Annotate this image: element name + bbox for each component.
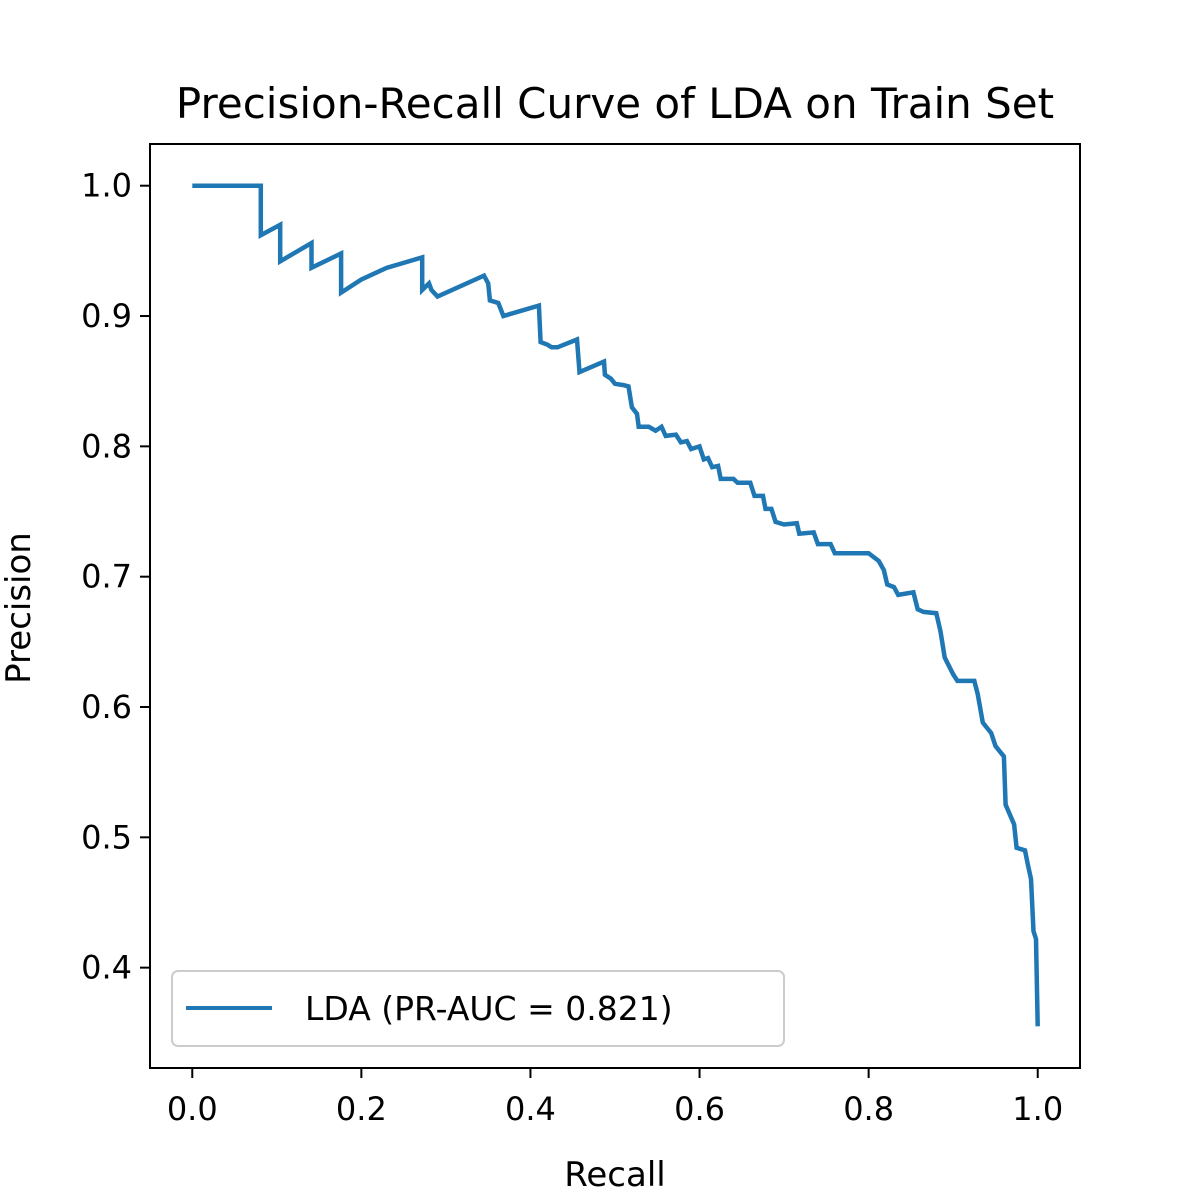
- y-tick-label: 0.5: [81, 818, 132, 856]
- y-tick-label: 0.6: [81, 688, 132, 726]
- plot-frame: [149, 143, 1081, 1069]
- y-tick-label: 1.0: [81, 167, 132, 205]
- x-tick-label: 0.8: [843, 1090, 894, 1128]
- chart-title: Precision-Recall Curve of LDA on Train S…: [176, 79, 1054, 128]
- x-tick-label: 0.0: [167, 1090, 218, 1128]
- y-tick-label: 0.4: [81, 949, 132, 987]
- series-line-0: [192, 183, 1040, 1027]
- legend-frame: [171, 970, 785, 1047]
- x-tick-label: 1.0: [1012, 1090, 1063, 1128]
- x-tick-label: 0.2: [336, 1090, 387, 1128]
- legend-entry-label: LDA (PR-AUC = 0.821): [305, 989, 673, 1028]
- x-tick-label: 0.4: [505, 1090, 556, 1128]
- x-tick-label: 0.6: [674, 1090, 725, 1128]
- y-tick-label: 0.8: [81, 427, 132, 465]
- x-axis-label: Recall: [564, 1155, 665, 1195]
- y-tick-label: 0.7: [81, 558, 132, 596]
- x-axis: 0.0 0.2 0.4 0.6 0.8 1.0: [167, 1068, 1063, 1128]
- plot-area: [149, 143, 1081, 1069]
- y-axis-label: Precision: [0, 532, 39, 684]
- legend: LDA (PR-AUC = 0.821): [171, 970, 785, 1047]
- y-tick-label: 0.9: [81, 297, 132, 335]
- series-layer: [192, 183, 1040, 1027]
- y-axis: 0.4 0.5 0.6 0.7 0.8 0.9 1.0: [81, 167, 150, 987]
